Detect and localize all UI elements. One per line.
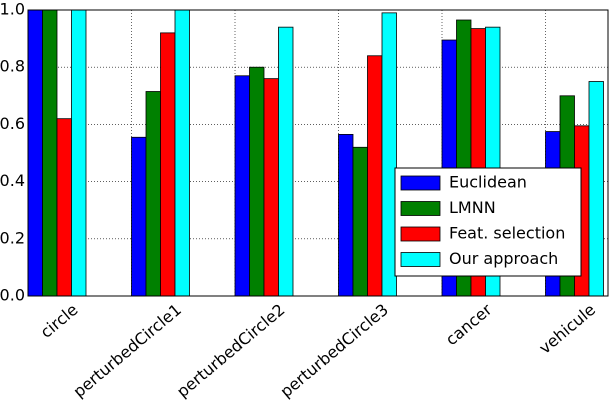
legend-label: Our approach (449, 249, 558, 268)
bar (381, 12, 397, 297)
bar (367, 55, 383, 297)
bar (42, 9, 58, 297)
bar (27, 9, 43, 297)
bar (278, 26, 294, 297)
bar (234, 75, 250, 297)
bar (263, 78, 279, 297)
bar (71, 9, 87, 297)
x-tick-label: cancer (442, 300, 496, 350)
bar (352, 146, 368, 297)
legend-swatch (400, 201, 441, 216)
legend-label: Euclidean (449, 173, 527, 192)
y-tick-label: 0.8 (0, 57, 25, 76)
y-tick-label: 0.2 (0, 228, 25, 247)
bar (160, 32, 176, 297)
x-tick-label: perturbedCircle1 (69, 300, 185, 401)
x-tick-label: perturbedCircle3 (276, 300, 392, 401)
x-tick-label: perturbedCircle2 (173, 300, 289, 401)
y-tick-label: 0.0 (0, 286, 25, 305)
bar (131, 136, 147, 297)
legend-swatch (400, 252, 441, 267)
legend-label: LMNN (449, 198, 496, 217)
x-tick-label: circle (37, 300, 82, 342)
bar (249, 66, 265, 297)
legend-swatch (400, 226, 441, 242)
y-tick-label: 0.6 (0, 114, 25, 133)
bar (145, 91, 161, 297)
bar (588, 81, 604, 297)
bar (174, 9, 190, 297)
bar (56, 118, 72, 297)
plot-frame (27, 9, 609, 297)
y-tick-label: 0.4 (0, 171, 25, 190)
bar (338, 134, 354, 297)
y-tick-label: 1.0 (0, 0, 25, 19)
x-tick-label: vehicule (535, 300, 599, 358)
legend-swatch (400, 175, 441, 191)
legend-label: Feat. selection (449, 224, 565, 243)
